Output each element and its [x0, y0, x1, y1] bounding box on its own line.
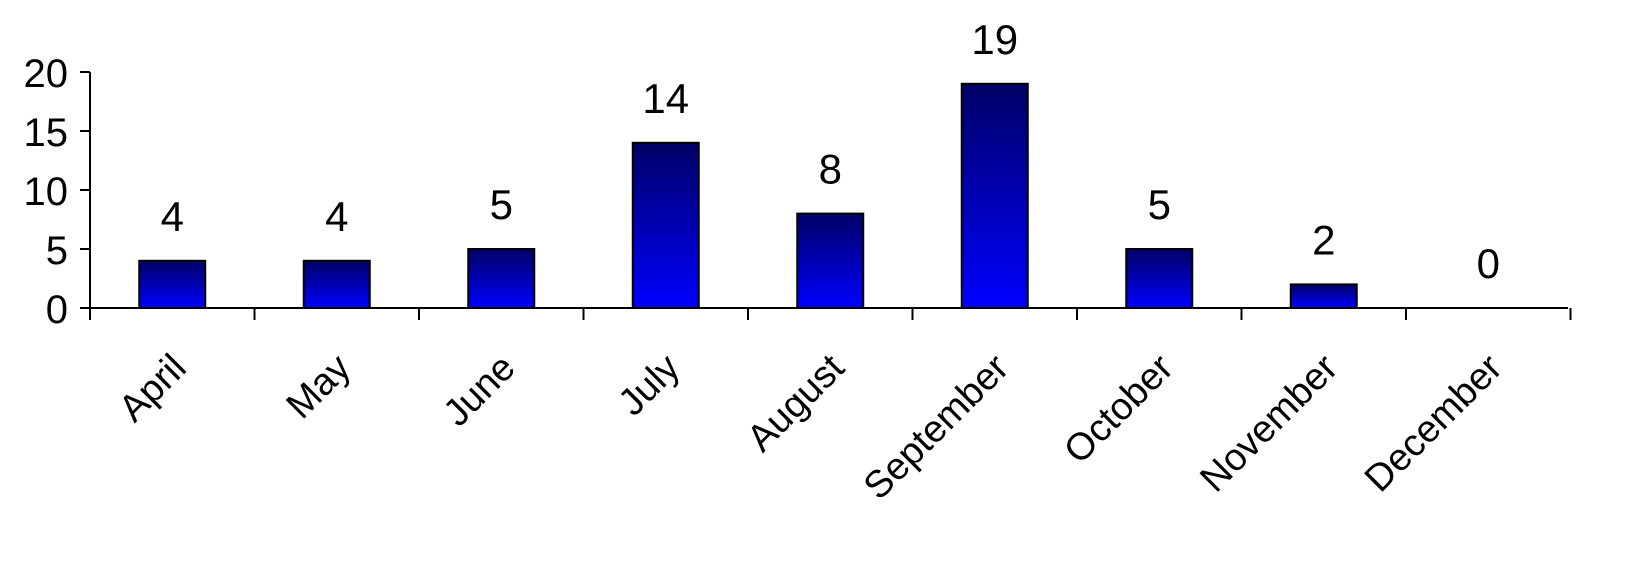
y-tick-label: 0 [46, 288, 68, 332]
bar-may [302, 259, 371, 309]
category-label: December [1357, 346, 1511, 500]
data-label: 5 [490, 181, 513, 228]
data-label: 14 [642, 75, 689, 122]
bars [138, 82, 1358, 310]
y-tick-label: 10 [24, 170, 69, 214]
category-label: June [436, 347, 524, 435]
bar-september [960, 82, 1029, 309]
data-label: 0 [1477, 240, 1500, 287]
data-label: 4 [325, 193, 348, 240]
bar-april [138, 259, 207, 309]
data-label: 19 [971, 16, 1018, 63]
category-label: August [739, 346, 853, 460]
y-tick-label: 20 [24, 52, 69, 96]
category-label: November [1192, 346, 1346, 500]
data-label: 8 [819, 146, 842, 193]
y-tick-label: 5 [46, 229, 68, 273]
data-labels: 4 4 5 14 8 19 5 2 0 [161, 16, 1500, 287]
category-labels: April May June July August September October No… [111, 346, 1511, 507]
bar-august [796, 212, 865, 310]
bar-november [1289, 283, 1358, 309]
bar-june [467, 248, 536, 309]
category-label: July [611, 347, 688, 424]
data-label: 2 [1312, 216, 1335, 263]
category-label: October [1056, 346, 1182, 472]
y-axis: 0 5 10 15 20 [24, 52, 91, 332]
y-tick-label: 15 [24, 111, 69, 155]
category-label: April [111, 347, 194, 430]
data-label: 4 [161, 193, 184, 240]
bar-october [1125, 248, 1194, 309]
bar-july [631, 141, 700, 309]
category-label: May [279, 347, 359, 427]
data-label: 5 [1148, 181, 1171, 228]
x-axis [89, 307, 1572, 320]
category-label: September [856, 346, 1017, 507]
